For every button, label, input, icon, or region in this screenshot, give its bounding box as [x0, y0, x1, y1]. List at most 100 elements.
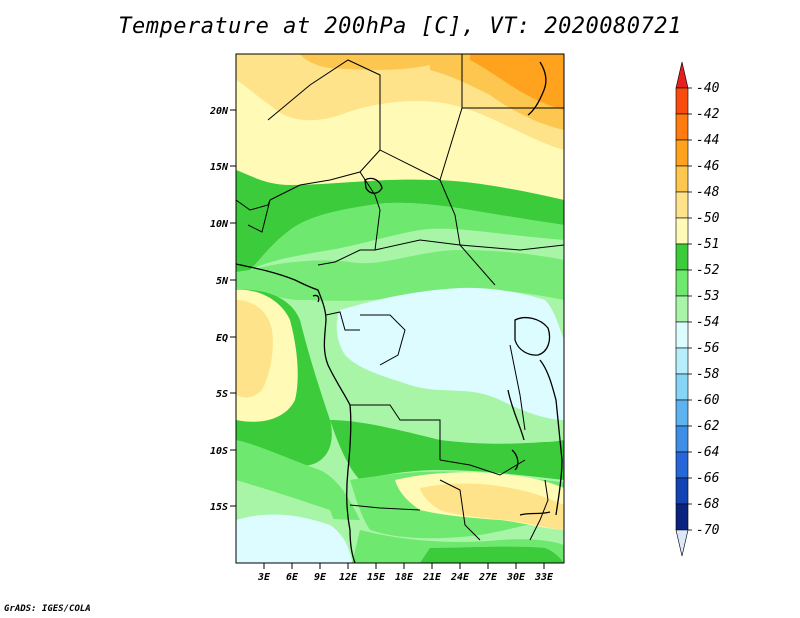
lat-label-5n: 5N	[216, 276, 229, 287]
colorbar-swatch	[675, 139, 689, 167]
colorbar-swatch	[675, 113, 689, 141]
border-gabon-congo	[325, 311, 360, 331]
border-angola-south	[349, 504, 421, 511]
band-minus56-congo	[336, 287, 564, 420]
coast-gulf-of-guinea	[236, 263, 356, 563]
colorbar-label: -52	[696, 263, 720, 278]
colorbar-swatch	[675, 451, 689, 479]
coast-lake-chad	[364, 177, 383, 194]
grads-credit: GrADS: IGES/COLA	[4, 604, 91, 614]
band-minus52-sahel	[236, 170, 564, 272]
colorbar-label: -54	[696, 315, 719, 330]
colorbar-label: -44	[696, 133, 719, 148]
lon-label-30e: 30E	[506, 572, 526, 583]
colorbar-label: -70	[696, 523, 720, 538]
lon-label-9e: 9E	[314, 572, 327, 583]
colorbar-label: -40	[696, 81, 720, 96]
border-congo-drc	[360, 314, 406, 366]
band-minus54-east	[495, 400, 564, 442]
temperature-field	[236, 54, 564, 563]
band-minus48-north	[300, 54, 430, 70]
colorbar-swatch	[675, 87, 689, 115]
lon-label-15e: 15E	[367, 572, 386, 583]
coast-bioko	[312, 294, 320, 303]
lon-label-6e: 6E	[286, 572, 299, 583]
colorbar-label: -56	[696, 341, 720, 356]
colorbar-swatch	[675, 503, 689, 531]
border-zambia	[439, 459, 526, 476]
border-car	[374, 239, 461, 251]
band-minus50-atlantic	[236, 300, 273, 398]
colorbar-swatch	[675, 295, 689, 323]
coast-east	[539, 359, 563, 516]
colorbar-swatch	[675, 321, 689, 349]
border-cameroon	[317, 194, 381, 266]
latitude-axis: 20N 15N 10N 5N EQ 5S 10S 15S	[209, 106, 236, 513]
lat-label-10s: 10S	[210, 446, 228, 457]
colorbar-swatch	[675, 425, 689, 453]
colorbar-label: -51	[696, 237, 719, 252]
colorbar: -40 -42 -44 -46 -48 -50 -51 -52 -53 -54 -56 -58 -60 -…	[675, 61, 720, 557]
band-minus56-southwest	[236, 514, 352, 563]
colorbar-top-arrow	[675, 61, 689, 89]
colorbar-label: -48	[696, 185, 720, 200]
border-angola-drc	[350, 404, 441, 460]
colorbar-label: -60	[696, 393, 720, 408]
lat-label-5s: 5S	[216, 389, 228, 400]
lat-label-10n: 10N	[210, 219, 229, 230]
colorbar-label: -66	[696, 471, 720, 486]
border-zambia-south	[439, 479, 481, 541]
band-minus50-southeast	[420, 483, 564, 530]
coast-kariba	[519, 511, 551, 516]
colorbar-bottom-arrow	[675, 529, 689, 557]
border-algeria-libya	[267, 59, 381, 173]
colorbar-swatch	[675, 399, 689, 427]
border-drc-east	[509, 344, 526, 431]
coast-nile-bend	[527, 61, 547, 116]
colorbar-swatch	[675, 269, 689, 297]
lon-label-21e: 21E	[422, 572, 442, 583]
coastlines	[236, 61, 563, 563]
border-west-africa-2	[247, 199, 271, 233]
colorbar-label: -58	[696, 367, 720, 382]
colorbar-swatch	[675, 373, 689, 401]
longitude-axis: 3E 6E 9E 12E 15E 18E 21E 24E 27E 30E 33E	[257, 563, 554, 583]
lon-label-27e: 27E	[478, 572, 498, 583]
lat-label-15s: 15S	[210, 502, 228, 513]
band-minus53-central	[236, 202, 564, 272]
colorbar-label: -64	[696, 445, 719, 460]
band-minus53-band2	[236, 250, 564, 301]
coast-lake-victoria	[514, 317, 551, 356]
lon-label-33e: 33E	[534, 572, 554, 583]
map-frame	[235, 53, 565, 564]
lon-label-18e: 18E	[395, 572, 414, 583]
lon-label-24e: 24E	[450, 572, 470, 583]
colorbar-swatch	[675, 217, 689, 245]
border-sudan-south	[459, 244, 564, 251]
lon-label-12e: 12E	[339, 572, 358, 583]
map-title: Temperature at 200hPa [C], VT: 202008072…	[118, 14, 682, 39]
coast-lake-tanganyika	[507, 389, 525, 441]
band-minus52-south	[330, 420, 564, 480]
lat-label-15n: 15N	[210, 162, 229, 173]
border-mozambique	[529, 479, 549, 541]
colorbar-swatch	[675, 243, 689, 271]
colorbar-label: -53	[696, 289, 719, 304]
colorbar-swatch	[675, 191, 689, 219]
colorbar-label: -46	[696, 159, 720, 174]
colorbar-label: -68	[696, 497, 720, 512]
band-minus52-southeast-tail	[420, 546, 564, 563]
border-chad-sudan	[439, 179, 496, 286]
colorbar-label: -50	[696, 211, 720, 226]
colorbar-swatch	[675, 477, 689, 505]
colorbar-swatch	[675, 347, 689, 375]
colorbar-label: -42	[696, 107, 720, 122]
band-minus46-corner	[470, 54, 564, 110]
colorbar-label: -62	[696, 419, 720, 434]
coast-lake-malawi	[511, 449, 519, 471]
colorbar-swatch	[675, 165, 689, 193]
lat-label-eq: EQ	[216, 333, 228, 344]
lat-label-20n: 20N	[209, 106, 229, 117]
lon-label-3e: 3E	[257, 572, 271, 583]
